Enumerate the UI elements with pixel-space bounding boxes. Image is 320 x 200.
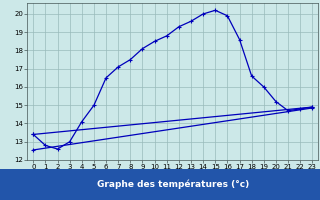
Text: Graphe des températures (°c): Graphe des températures (°c) — [97, 180, 249, 189]
